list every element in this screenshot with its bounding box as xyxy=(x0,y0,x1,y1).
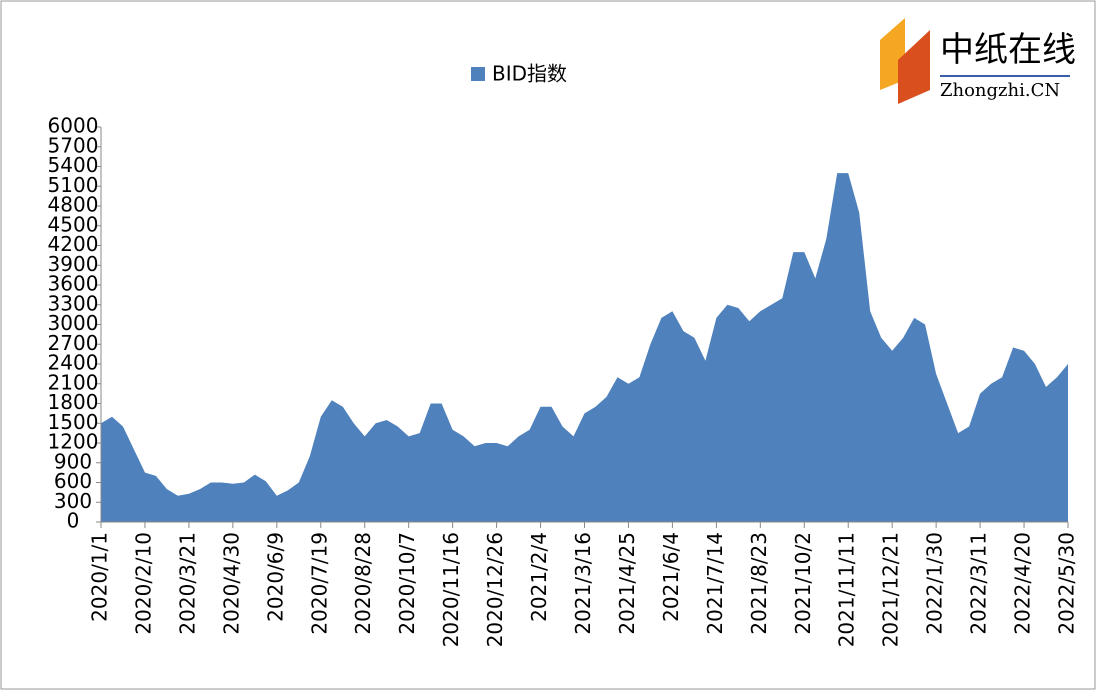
x-tick-label: 2021/2/4 xyxy=(527,532,551,622)
x-tick-label: 2020/10/7 xyxy=(395,532,419,635)
x-tick-label: 2020/3/21 xyxy=(175,532,199,635)
x-tick-label: 2021/4/25 xyxy=(615,532,639,635)
x-tick-label: 2021/8/23 xyxy=(747,532,771,635)
x-tick-label: 2021/6/4 xyxy=(659,532,683,622)
y-tick-label: 4500 xyxy=(48,212,99,236)
y-tick-label: 3300 xyxy=(48,291,99,315)
legend-label: BID指数 xyxy=(492,62,567,86)
x-tick-label: 2020/2/10 xyxy=(131,532,155,635)
x-tick-label: 2021/3/16 xyxy=(571,532,595,635)
x-tick-label: 2021/11/11 xyxy=(835,532,859,647)
x-tick-label: 2021/12/21 xyxy=(879,532,903,647)
y-tick-label: 600 xyxy=(54,469,92,493)
x-tick-label: 2022/5/30 xyxy=(1055,532,1079,635)
y-tick-label: 5700 xyxy=(48,133,99,157)
x-tick-label: 2022/1/30 xyxy=(923,532,947,635)
x-tick-label: 2020/6/9 xyxy=(263,532,287,622)
x-tick-label: 2021/7/14 xyxy=(703,532,727,635)
y-tick-label: 5100 xyxy=(48,173,99,197)
y-tick-label: 2700 xyxy=(48,331,99,355)
y-tick-label: 0 xyxy=(67,509,80,533)
logo-mark xyxy=(898,30,930,104)
y-tick-label: 3600 xyxy=(48,272,99,296)
y-tick-label: 3000 xyxy=(48,311,99,335)
x-tick-label: 2020/8/28 xyxy=(351,532,375,635)
x-tick-label: 2020/12/26 xyxy=(483,532,507,647)
y-tick-label: 900 xyxy=(54,449,92,473)
y-tick-label: 4800 xyxy=(48,193,99,217)
x-tick-label: 2022/4/20 xyxy=(1011,532,1035,635)
y-tick-label: 6000 xyxy=(48,114,99,138)
x-tick-label: 2020/1/1 xyxy=(88,532,112,622)
y-tick-label: 1500 xyxy=(48,410,99,434)
y-tick-label: 5400 xyxy=(48,153,99,177)
y-tick-label: 1200 xyxy=(48,430,99,454)
logo: 中纸在线 Zhongzhi.CN xyxy=(880,18,1076,104)
legend-swatch xyxy=(471,67,485,81)
x-tick-label: 2022/3/11 xyxy=(967,532,991,635)
area xyxy=(101,173,1068,522)
x-tick-label: 2020/11/16 xyxy=(439,532,463,647)
y-tick-label: 3900 xyxy=(48,252,99,276)
y-tick-label: 2400 xyxy=(48,351,99,375)
y-tick-label: 2100 xyxy=(48,370,99,394)
logo-site: Zhongzhi.CN xyxy=(940,80,1060,101)
y-tick-label: 4200 xyxy=(48,232,99,256)
x-tick-label: 2021/10/2 xyxy=(791,532,815,635)
y-tick-label: 300 xyxy=(54,489,92,513)
logo-name: 中纸在线 xyxy=(940,30,1076,70)
y-tick-label: 1800 xyxy=(48,390,99,414)
x-tick-label: 2020/7/19 xyxy=(307,532,331,635)
x-tick-label: 2020/4/30 xyxy=(219,532,243,635)
